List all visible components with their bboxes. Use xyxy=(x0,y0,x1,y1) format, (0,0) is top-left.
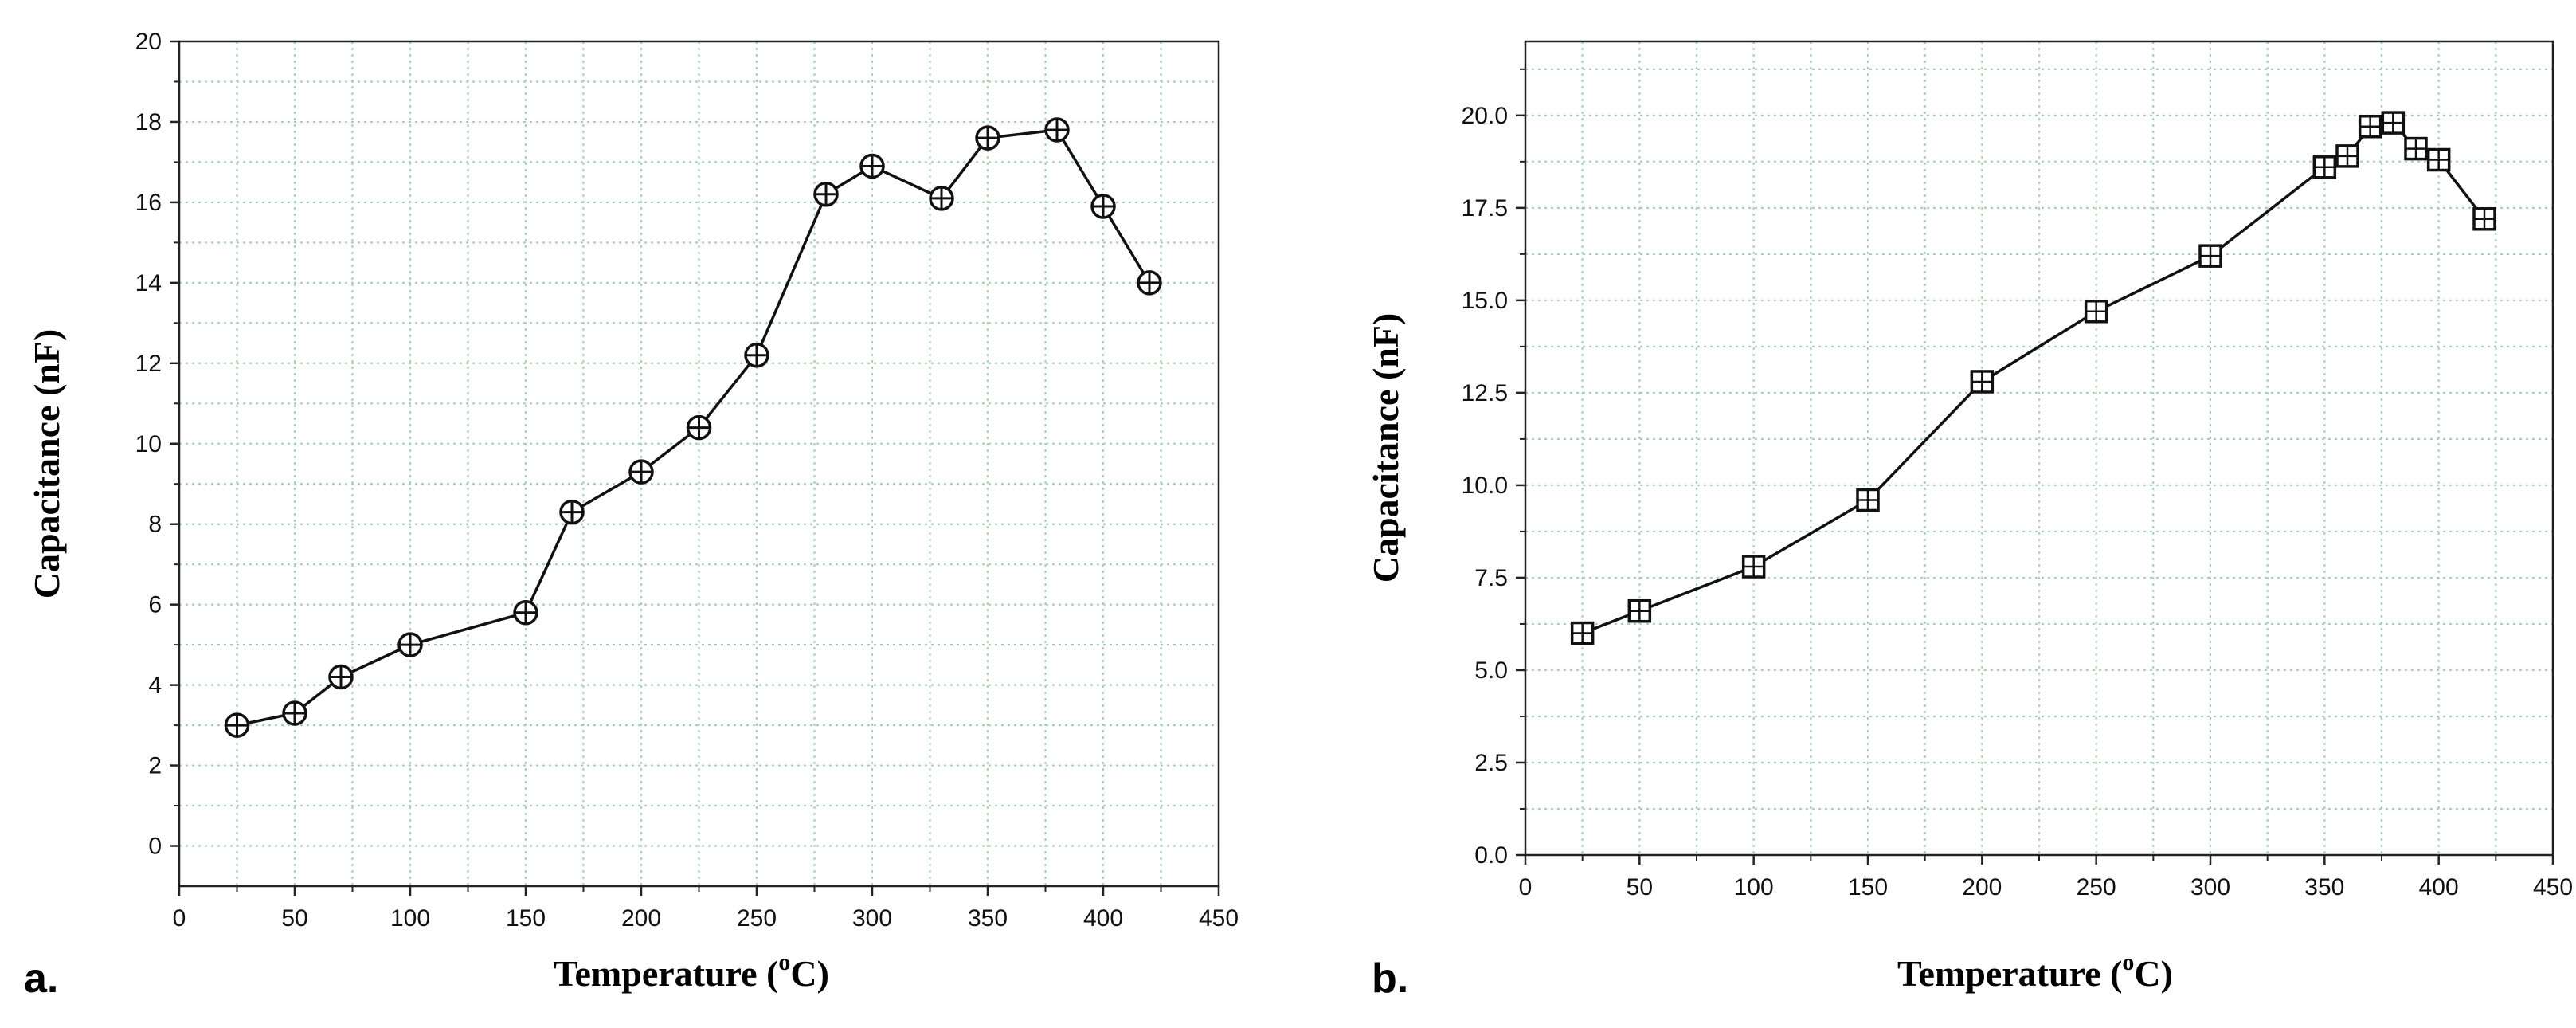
data-point xyxy=(328,664,354,690)
x-tick-label: 450 xyxy=(2533,874,2573,900)
data-point xyxy=(1856,488,1880,512)
data-point xyxy=(859,153,885,179)
data-point xyxy=(397,632,423,657)
x-axis-title-degree: o xyxy=(778,949,790,975)
data-point xyxy=(2198,244,2222,268)
x-tick-label: 150 xyxy=(1848,874,1888,900)
x-axis-title-open: ( xyxy=(2101,953,2123,994)
y-tick-label: 18 xyxy=(135,109,162,135)
data-point xyxy=(628,459,654,485)
x-tick-label: 400 xyxy=(1083,905,1123,932)
y-tick-label: 15.0 xyxy=(1462,288,1508,314)
data-point xyxy=(2472,207,2496,231)
y-tick-label: 20 xyxy=(135,29,162,55)
y-tick-label: 2 xyxy=(148,753,162,779)
y-tick-label: 20.0 xyxy=(1462,103,1508,129)
x-tick-label: 350 xyxy=(2304,874,2344,900)
data-point xyxy=(975,125,1000,151)
chart-b: 0 50 100 150 200 250 300 350 400 450 0.0 2.5 5.0 7.5 1… xyxy=(1365,40,2573,1002)
y-tick-label: 14 xyxy=(135,270,162,296)
chart-a: 0 50 100 150 200 250 300 350 400 450 0 2 4 6 8 10 12 14 16… xyxy=(24,29,1239,1002)
x-tick-label: 0 xyxy=(173,905,186,932)
x-axis-title-unit: C) xyxy=(790,953,829,994)
data-point xyxy=(744,342,769,368)
grid xyxy=(179,41,1219,886)
x-tick-label: 50 xyxy=(281,905,307,932)
y-tick-label: 6 xyxy=(148,592,162,618)
y-tick-label: 7.5 xyxy=(1474,565,1508,591)
x-axis-title-main: Temperature xyxy=(1897,953,2101,994)
x-tick-label: 200 xyxy=(621,905,661,932)
x-tick-label: 400 xyxy=(2419,874,2459,900)
data-point xyxy=(513,600,538,626)
data-point xyxy=(1970,370,1995,394)
x-tick-label: 150 xyxy=(506,905,546,932)
data-point xyxy=(559,499,585,525)
y-tick-label: 5.0 xyxy=(1474,657,1508,684)
data-point xyxy=(2084,300,2108,324)
y-axis-title: Capacitance (nF) xyxy=(26,329,67,599)
x-axis-title-open: ( xyxy=(758,953,779,994)
data-point xyxy=(224,712,250,738)
x-tick-label: 200 xyxy=(1962,874,2002,900)
data-point xyxy=(686,414,712,441)
x-axis-title: Temperature (oC) xyxy=(1897,949,2173,994)
data-point xyxy=(2404,136,2428,161)
x-tick-label: 250 xyxy=(2077,874,2116,900)
x-axis-title-main: Temperature xyxy=(554,953,758,994)
y-tick-label: 10.0 xyxy=(1462,473,1508,499)
y-axis-title: Capacitance (nF) xyxy=(1365,313,1406,583)
x-tick-label: 0 xyxy=(1519,874,1533,900)
data-point xyxy=(1137,270,1162,296)
data-point xyxy=(1090,194,1116,219)
y-tick-label: 16 xyxy=(135,190,162,216)
data-point xyxy=(282,700,307,726)
y-tick-label: 8 xyxy=(148,512,162,538)
x-tick-label: 300 xyxy=(2190,874,2230,900)
data-point xyxy=(1741,555,1766,579)
y-tick-label: 10 xyxy=(135,431,162,457)
data-point xyxy=(1044,117,1070,143)
x-axis-title: Temperature (oC) xyxy=(554,949,829,994)
x-tick-label: 100 xyxy=(1734,874,1774,900)
panel-label: b. xyxy=(1372,955,1408,1002)
data-point xyxy=(813,182,839,207)
grid xyxy=(1525,41,2553,855)
panel-label: a. xyxy=(24,955,58,1002)
data-point xyxy=(2358,114,2382,139)
x-tick-label: 300 xyxy=(852,905,892,932)
x-tick-label: 350 xyxy=(968,905,1008,932)
x-tick-label: 50 xyxy=(1627,874,1653,900)
data-point xyxy=(929,186,954,211)
y-tick-label: 0 xyxy=(148,834,162,860)
data-point xyxy=(2335,144,2359,168)
y-tick-label: 17.5 xyxy=(1462,195,1508,222)
y-tick-label: 2.5 xyxy=(1474,750,1508,776)
y-tick-label: 4 xyxy=(148,673,162,699)
series-line xyxy=(1582,121,2486,635)
data-point xyxy=(1570,621,1595,645)
series-line xyxy=(237,128,1151,727)
data-point xyxy=(2426,147,2451,172)
data-point xyxy=(2312,155,2337,179)
y-tick-label: 0.0 xyxy=(1474,842,1508,869)
x-axis-title-unit: C) xyxy=(2134,953,2173,994)
x-axis-title-degree: o xyxy=(2122,949,2134,975)
x-tick-label: 250 xyxy=(737,905,777,932)
y-tick-label: 12.5 xyxy=(1462,380,1508,406)
x-tick-label: 450 xyxy=(1199,905,1239,932)
y-tick-label: 12 xyxy=(135,351,162,377)
data-point xyxy=(1627,598,1652,623)
x-tick-label: 100 xyxy=(390,905,430,932)
data-point xyxy=(2381,111,2406,135)
